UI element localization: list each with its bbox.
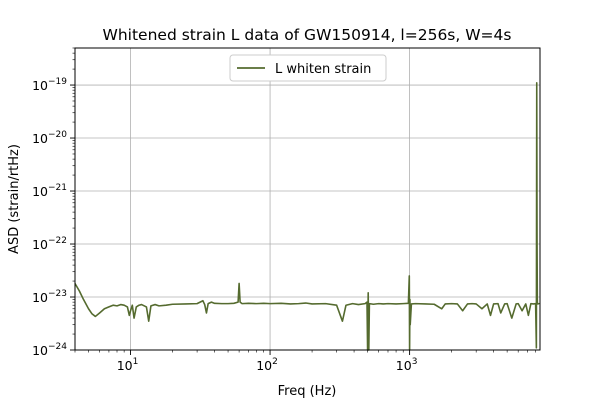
chart-title: Whitened strain L data of GW150914, l=25… bbox=[103, 26, 512, 44]
legend-box bbox=[229, 54, 387, 82]
x-axis-label: Freq (Hz) bbox=[278, 384, 337, 399]
x-tick-label-base: 10 bbox=[256, 358, 272, 373]
y-tick-label: 10−23 bbox=[32, 289, 67, 305]
y-tick-label: 10−21 bbox=[32, 183, 67, 199]
y-tick-label-exponent: −23 bbox=[48, 289, 67, 299]
y-tick-label-exponent: −19 bbox=[48, 77, 67, 87]
x-tick-label-base: 10 bbox=[117, 358, 133, 373]
y-tick-label-base: 10 bbox=[32, 78, 48, 93]
axis-ticks bbox=[70, 47, 536, 355]
y-tick-label: 10−22 bbox=[32, 236, 67, 252]
y-axis-label: ASD (strain/rtHz) bbox=[7, 144, 22, 254]
legend-label: L whiten strain bbox=[275, 62, 371, 77]
x-tick-label: 102 bbox=[256, 357, 278, 373]
y-tick-label: 10−24 bbox=[32, 342, 67, 358]
x-tick-label-exponent: 2 bbox=[272, 357, 278, 367]
x-tick-label: 101 bbox=[117, 357, 139, 373]
y-tick-label: 10−20 bbox=[32, 130, 67, 146]
plot-series bbox=[74, 82, 540, 351]
y-tick-label-exponent: −21 bbox=[48, 183, 67, 193]
x-tick-label-base: 10 bbox=[396, 358, 412, 373]
y-tick-label-base: 10 bbox=[32, 237, 48, 252]
y-tick-label-exponent: −20 bbox=[48, 130, 67, 140]
x-tick-label-exponent: 1 bbox=[133, 357, 139, 367]
legend: L whiten strain bbox=[229, 54, 387, 82]
grid bbox=[75, 48, 540, 351]
y-tick-label-base: 10 bbox=[32, 131, 48, 146]
y-tick-label-base: 10 bbox=[32, 290, 48, 305]
y-tick-label: 10−19 bbox=[32, 77, 67, 93]
y-tick-label-exponent: −24 bbox=[48, 342, 67, 352]
y-tick-label-base: 10 bbox=[32, 343, 48, 358]
y-tick-label-exponent: −22 bbox=[48, 236, 67, 246]
y-tick-label-base: 10 bbox=[32, 184, 48, 199]
x-tick-label: 103 bbox=[396, 357, 418, 373]
plot-frame bbox=[74, 47, 541, 351]
series-line bbox=[74, 82, 540, 351]
x-tick-label-exponent: 3 bbox=[412, 357, 418, 367]
